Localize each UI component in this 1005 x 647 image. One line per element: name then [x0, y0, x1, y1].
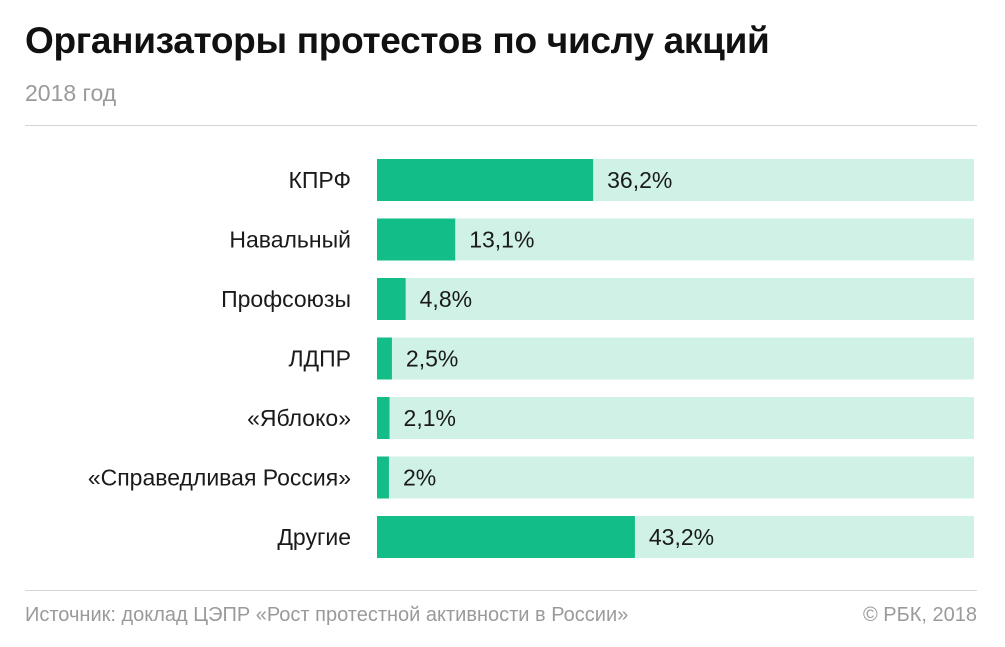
bar-track: [377, 456, 974, 499]
category-label: КПРФ: [289, 167, 352, 193]
chart-title: Организаторы протестов по числу акций: [25, 20, 770, 61]
copyright-note: © РБК, 2018: [862, 604, 977, 626]
bar-track: [377, 397, 974, 439]
bar: [377, 159, 594, 201]
bar-group: КПРФ 36,2% Навальный 13,1% Профсоюзы 4,8% ЛДПР…: [88, 159, 974, 558]
bottom-divider: [25, 590, 977, 591]
bar-track: [377, 218, 974, 261]
value-label: 43,2%: [649, 524, 714, 550]
bar: [377, 337, 392, 380]
value-label: 2%: [403, 465, 436, 491]
bar-track: [377, 278, 974, 320]
bar: [377, 278, 406, 320]
source-note: Источник: доклад ЦЭПР «Рост протестной а…: [25, 604, 629, 626]
value-label: 36,2%: [607, 167, 672, 193]
bar: [377, 397, 390, 439]
category-label: «Яблоко»: [247, 405, 351, 431]
category-label: Профсоюзы: [221, 286, 351, 312]
category-label: Другие: [277, 524, 351, 550]
value-label: 13,1%: [469, 227, 534, 253]
value-label: 4,8%: [420, 286, 472, 312]
category-label: ЛДПР: [288, 346, 351, 372]
value-label: 2,5%: [406, 346, 458, 372]
bar: [377, 218, 456, 261]
category-label: «Справедливая Россия»: [88, 465, 351, 491]
category-label: Навальный: [229, 227, 351, 253]
chart-subtitle: 2018 год: [25, 80, 117, 106]
bar: [377, 516, 635, 558]
bar-track: [377, 337, 974, 380]
top-divider: [25, 125, 977, 126]
value-label: 2,1%: [404, 405, 456, 431]
bar: [377, 456, 389, 499]
